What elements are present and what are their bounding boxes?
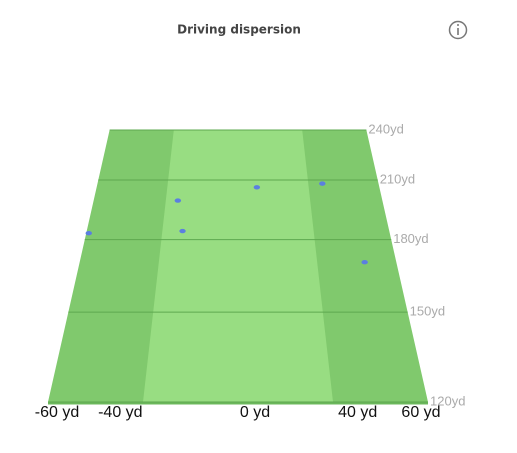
info-circle[interactable] [448,20,468,40]
x-tick-label: -40 yd [98,404,142,421]
shot-point [85,230,92,236]
chart-title: Driving dispersion [177,23,301,37]
shot-point [319,181,326,186]
y-tick-label: 150yd [410,304,445,319]
x-tick-label: 60 yd [401,404,440,421]
y-tick-label: 180yd [393,231,428,246]
x-tick-label: 40 yd [338,404,377,421]
shot-point [361,259,368,265]
y-tick-label: 210yd [380,171,415,186]
info-icon[interactable] [448,20,468,40]
shot-point [179,228,186,234]
fairway [143,129,333,402]
shot-point [253,185,261,190]
x-tick-label: -60 yd [35,404,79,421]
info-dot [457,24,459,26]
shot-point [174,198,182,203]
y-tick-label: 240yd [368,121,403,136]
y-tick-label: 120yd [430,393,465,408]
x-tick-label: 0 yd [240,404,270,421]
